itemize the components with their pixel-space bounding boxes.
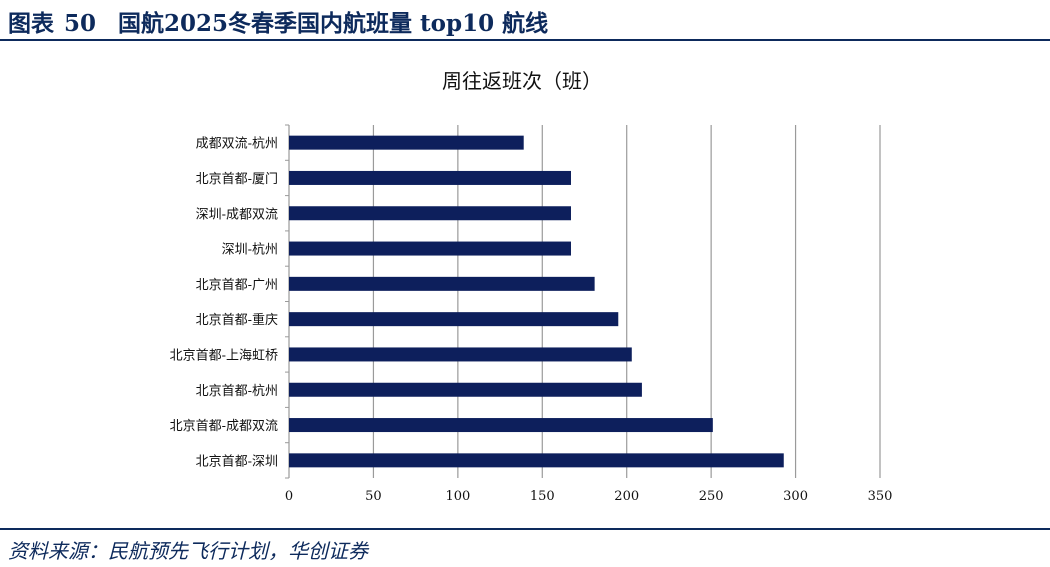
x-tick-label: 50	[365, 489, 382, 504]
category-label: 北京首都-厦门	[196, 172, 278, 187]
bar	[289, 135, 524, 150]
category-label: 北京首都-杭州	[196, 384, 278, 399]
category-label: 成都双流-杭州	[196, 137, 278, 152]
x-tick-label: 150	[530, 489, 555, 504]
bar-chart: 周往返班次（班） 成都双流-杭州北京首都-厦门深圳-成都双流深圳-杭州北京首都-…	[170, 69, 893, 504]
chart-bars	[289, 135, 784, 468]
bar	[289, 170, 571, 185]
top-divider	[0, 39, 1050, 41]
bar	[289, 206, 571, 221]
bar	[289, 312, 619, 327]
category-label: 北京首都-广州	[196, 278, 278, 293]
source-note: 资料来源：民航预先飞行计划，华创证券	[8, 539, 368, 563]
bar	[289, 453, 784, 468]
x-tick-label: 100	[445, 489, 470, 504]
figure-label: 图表	[8, 10, 54, 37]
category-label: 深圳-成都双流	[196, 207, 278, 222]
bar	[289, 382, 642, 397]
chart-title: 周往返班次（班）	[442, 69, 602, 93]
x-tick-label: 200	[614, 489, 639, 504]
bottom-divider	[0, 528, 1050, 530]
category-label: 北京首都-重庆	[196, 312, 278, 328]
bar	[289, 347, 632, 362]
x-tick-label: 250	[699, 489, 724, 504]
figure-number: 50	[64, 10, 97, 37]
x-tick-label: 300	[783, 489, 808, 504]
x-tick-label: 350	[868, 489, 893, 504]
category-label: 北京首都-深圳	[196, 454, 278, 469]
bar	[289, 241, 571, 256]
category-label: 深圳-杭州	[222, 243, 278, 258]
category-labels: 成都双流-杭州北京首都-厦门深圳-成都双流深圳-杭州北京首都-广州北京首都-重庆…	[170, 137, 278, 470]
category-label: 北京首都-上海虹桥	[170, 348, 278, 363]
x-tick-label: 0	[285, 489, 293, 504]
bar	[289, 276, 595, 291]
figure-title-text: 国航2025冬春季国内航班量 top10 航线	[118, 10, 549, 37]
x-axis-ticks: 0 50 100 150 200 250 300 350	[285, 489, 893, 504]
figure-title: 图表 50 国航2025冬春季国内航班量 top10 航线	[8, 4, 548, 38]
figure-header: 图表 50 国航2025冬春季国内航班量 top10 航线	[0, 0, 1050, 40]
bar	[289, 418, 713, 433]
category-label: 北京首都-成都双流	[170, 419, 278, 434]
